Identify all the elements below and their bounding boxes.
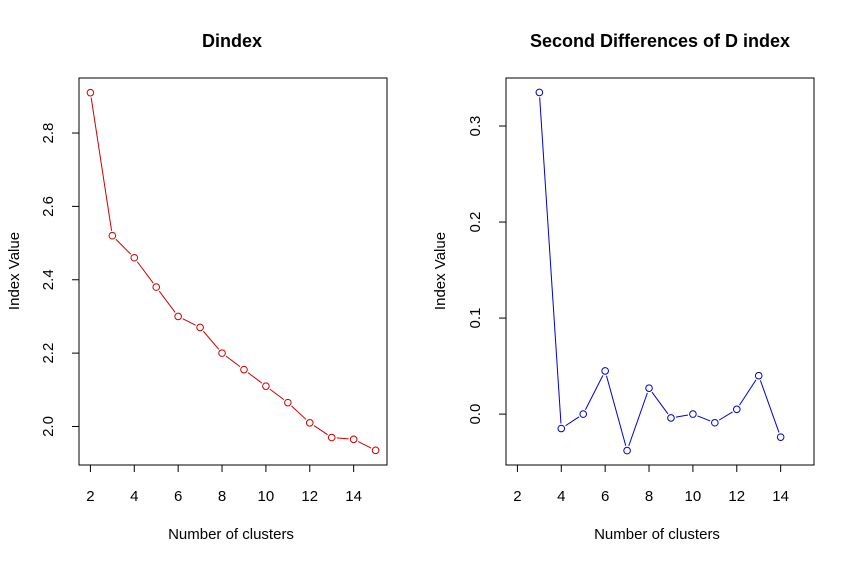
dindex-x-tick-label: 12 <box>301 488 318 505</box>
second-differences-y-tick-label: 0.2 <box>467 212 484 233</box>
second-differences-data-point <box>689 410 697 418</box>
second-differences-x-tick-label: 6 <box>601 488 609 505</box>
dindex-data-point <box>196 323 204 332</box>
second-differences-x-tick-label: 8 <box>645 488 653 505</box>
second-differences-line-segment <box>565 416 580 427</box>
dindex-chart-title: Dindex <box>202 31 262 51</box>
dindex-line-segment <box>247 372 263 384</box>
second-differences-data-point <box>623 446 631 455</box>
second-differences-panel: Second Differences of D index 2 4 6 8 10 12 14… <box>432 31 815 543</box>
second-differences-data-point <box>776 433 785 441</box>
second-differences-chart-title: Second Differences of D index <box>530 31 790 51</box>
second-differences-line-segment <box>651 391 669 415</box>
dindex-data-point <box>174 312 182 321</box>
dindex-data-point <box>152 283 161 291</box>
dindex-line-segment <box>202 330 220 350</box>
dindex-line-segment <box>269 388 285 401</box>
second-differences-line-segment <box>759 380 780 433</box>
dindex-x-tick-label: 4 <box>130 488 138 505</box>
second-differences-data-point <box>732 405 741 414</box>
second-differences-y-tick-label: 0.1 <box>467 308 484 329</box>
second-differences-x-axis-label: Number of clusters <box>594 526 720 543</box>
dindex-y-tick-label: 2.0 <box>40 416 57 437</box>
dindex-data-point <box>327 433 336 442</box>
dindex-data-point <box>284 398 292 407</box>
dindex-data-point <box>262 382 270 390</box>
second-differences-x-tick-label: 4 <box>557 488 565 505</box>
second-differences-data-point <box>645 384 653 392</box>
second-differences-line-segment <box>718 411 733 421</box>
dindex-line-segment <box>336 437 349 440</box>
second-differences-data-point <box>667 414 675 422</box>
second-differences-y-tick-label: 0.3 <box>467 116 484 137</box>
dindex-y-tick-label: 2.6 <box>40 196 57 217</box>
second-differences-line-segment <box>585 375 604 410</box>
dindex-x-tick-label: 8 <box>218 488 226 505</box>
dindex-line-segment <box>90 97 113 231</box>
dindex-y-tick-label: 2.2 <box>40 343 57 364</box>
second-differences-x-axis: 2 4 6 8 10 12 14 <box>513 464 789 505</box>
dindex-data-point <box>218 349 226 357</box>
dindex-data-point <box>371 446 380 455</box>
second-differences-data-point <box>754 371 763 380</box>
dindex-data-point <box>108 231 117 240</box>
second-differences-line-segment <box>628 392 648 447</box>
dindex-x-axis-label: Number of clusters <box>168 526 294 543</box>
dindex-line-segment <box>357 441 372 449</box>
dindex-data-point <box>305 419 314 427</box>
dindex-line-segment <box>136 261 154 284</box>
dindex-line-segment <box>313 425 328 436</box>
dindex-y-axis: 2.0 2.2 2.4 2.6 2.8 <box>40 123 80 437</box>
dindex-line-segment <box>291 405 307 420</box>
dindex-x-tick-label: 2 <box>86 488 94 505</box>
second-differences-line-segment <box>539 97 562 424</box>
second-differences-line-segment <box>675 414 689 418</box>
second-differences-line-segment <box>739 379 757 406</box>
second-differences-data-point <box>601 367 609 375</box>
second-differences-data-point <box>579 410 588 418</box>
second-differences-x-tick-label: 14 <box>772 488 789 505</box>
dindex-x-tick-label: 10 <box>258 488 275 505</box>
dindex-line-segment <box>158 290 176 313</box>
second-differences-line-segment <box>697 415 711 422</box>
second-differences-data-point <box>535 88 544 97</box>
dindex-x-tick-label: 14 <box>345 488 362 505</box>
dindex-data-point <box>86 88 95 97</box>
dindex-data-point <box>130 253 139 262</box>
second-differences-y-tick-label: 0.0 <box>467 404 484 425</box>
dindex-panel: Dindex 2 4 6 8 10 12 14 2.0 2.2 2.4 2.6 2.8 Number… <box>6 31 388 543</box>
second-differences-data-point <box>557 424 566 433</box>
dindex-x-tick-label: 6 <box>174 488 182 505</box>
dindex-x-axis: 2 4 6 8 10 12 14 <box>86 464 362 505</box>
dindex-y-tick-label: 2.4 <box>40 269 57 290</box>
second-differences-y-axis: 0.0 0.1 0.2 0.3 <box>467 116 507 425</box>
second-differences-plot-frame <box>505 77 815 466</box>
dindex-line-segment <box>225 355 241 368</box>
second-differences-y-axis-label: Index Value <box>432 232 449 310</box>
dindex-data-point <box>240 365 248 374</box>
second-differences-data-point <box>711 418 719 427</box>
second-differences-x-tick-label: 12 <box>728 488 745 505</box>
dindex-line-segment <box>182 318 196 326</box>
dindex-line-segment <box>115 238 132 255</box>
dindex-plot-frame <box>78 77 388 466</box>
second-differences-x-tick-label: 10 <box>685 488 702 505</box>
dindex-series <box>86 88 380 455</box>
second-differences-line-segment <box>606 375 627 446</box>
dindex-y-axis-label: Index Value <box>6 232 23 310</box>
second-differences-x-tick-label: 2 <box>513 488 521 505</box>
dindex-data-point <box>349 435 358 444</box>
second-differences-series <box>535 88 785 455</box>
dindex-y-tick-label: 2.8 <box>40 123 57 144</box>
